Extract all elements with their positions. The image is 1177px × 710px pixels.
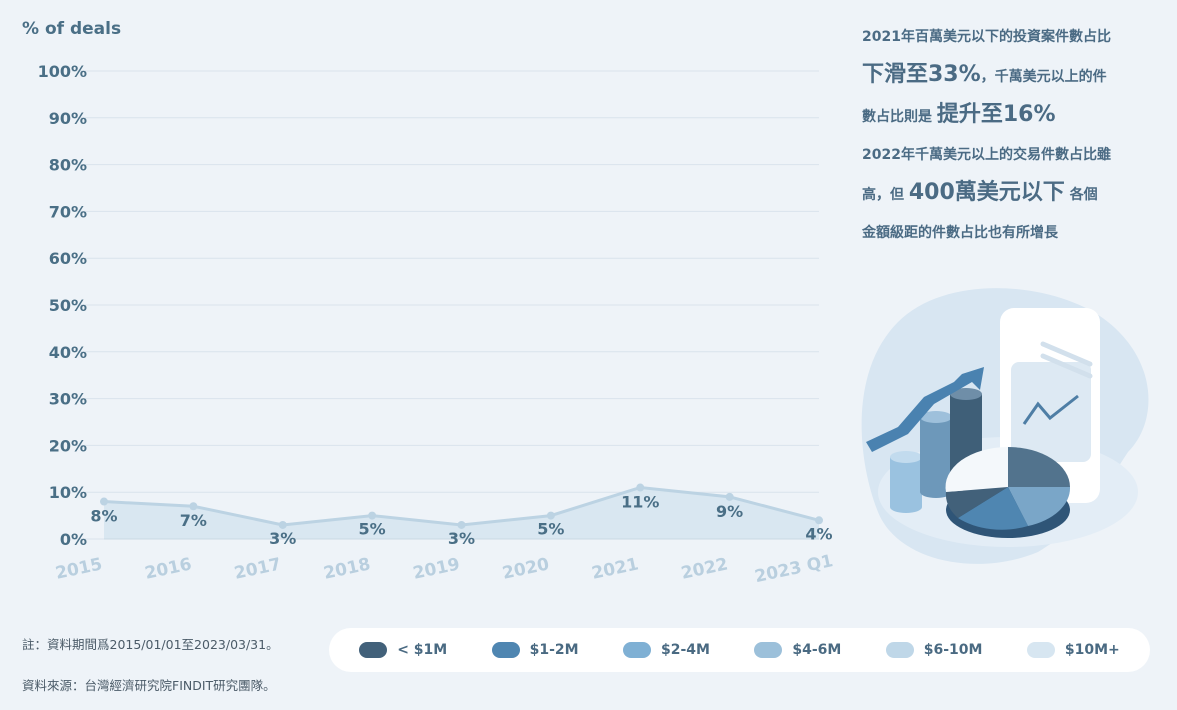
x-tick-label: 2017 (232, 554, 282, 583)
legend-swatch (754, 642, 783, 658)
annotation-line-6-text: 金額級距的件數占比也有所增長 (862, 225, 1058, 241)
y-axis-title: % of deals (22, 19, 121, 39)
annotation-line-5-a: 高，但 (862, 187, 904, 203)
x-tick-label: 2021 (590, 554, 640, 583)
annotation-line-3-text: 數占比則是 (862, 109, 932, 125)
y-tick-label: 50% (49, 296, 87, 315)
data-point (815, 516, 823, 525)
legend-item: $10M+ (1026, 642, 1120, 658)
legend-item: $2-4M (623, 642, 710, 658)
data-point (368, 511, 377, 520)
legend-item: $1-2M (491, 642, 579, 658)
data-point (546, 511, 555, 520)
y-tick-label: 10% (49, 483, 87, 502)
legend-item: < $1M (359, 642, 447, 658)
y-tick-label: 90% (49, 109, 87, 128)
annotation-line-6: 金額級距的件數占比也有所增長 (862, 214, 1162, 252)
data-label: 7% (180, 511, 207, 530)
x-tick-labels: 2015 2016 2017 2018 2019 2020 2021 2022 2023 Q1 (54, 551, 835, 587)
annotation-line-4: 2022年千萬美元以上的交易件數占比雖 (862, 136, 1162, 174)
legend-label: $2-4M (661, 642, 710, 658)
data-label: 3% (448, 529, 475, 548)
y-tick-label: 100% (38, 62, 87, 81)
annotation-line-4-text: 2022年千萬美元以上的交易件數占比雖 (862, 147, 1111, 163)
annotation-highlight-16: 提升至16% (936, 102, 1056, 127)
legend-label: $1-2M (529, 642, 579, 658)
source-note: 資料來源：台灣經濟研究院FINDIT研究團隊。 (22, 678, 276, 693)
legend-label: $4-6M (792, 642, 842, 658)
x-tick-label: 2018 (322, 554, 372, 583)
annotation-line-2: 下滑至33%，千萬美元以上的件 (862, 56, 1162, 96)
data-label: 5% (359, 520, 386, 539)
finance-illustration (861, 288, 1149, 564)
footnote: 註：資料期間爲2015/01/01至2023/03/31。 (22, 637, 279, 652)
y-tick-label: 60% (49, 249, 87, 268)
annotation-line-3: 數占比則是 提升至16% (862, 96, 1162, 136)
legend-label: < $1M (397, 642, 448, 658)
data-label: 4% (805, 524, 832, 543)
legend-label: $10M+ (1064, 642, 1120, 658)
data-label: 5% (537, 520, 564, 539)
x-tick-label: 2022 (679, 554, 729, 583)
legend-item: $6-10M (885, 642, 983, 658)
y-tick-label: 0% (60, 530, 87, 549)
x-tick-label: 2019 (411, 554, 461, 583)
data-label: 9% (716, 502, 743, 521)
y-tick-labels: 0% 10% 20% 30% 40% 50% 60% 70% 80% 90% 100% (38, 62, 87, 549)
data-point (636, 483, 645, 492)
x-tick-label: 2016 (143, 554, 193, 583)
annotation-line-1-text: 2021年百萬美元以下的投資案件數占比 (862, 29, 1111, 45)
x-tick-label: 2023 Q1 (753, 551, 835, 587)
data-point (278, 520, 287, 529)
annotation-line-2-rest: ，千萬美元以上的件 (980, 69, 1107, 85)
y-tick-label: 80% (49, 156, 87, 175)
legend-label: $6-10M (923, 642, 983, 658)
gridlines (72, 70, 819, 540)
x-tick-label: 2015 (54, 554, 104, 583)
annotation-highlight-400: 400萬美元以下 (908, 180, 1065, 205)
annotation-highlight-33: 下滑至33% (862, 62, 981, 87)
annotation-line-5-b: 各個 (1069, 187, 1098, 203)
legend-swatch (1026, 642, 1055, 658)
annotation-line-5: 高，但 400萬美元以下 各個 (862, 174, 1162, 214)
area-chart: % of deals 0% 10% 20% 30% 40% 50% 60% 70% 80% 90%… (22, 19, 835, 587)
data-label: 8% (90, 507, 117, 526)
legend-item: $4-6M (754, 642, 841, 658)
annotation-text: 2021年百萬美元以下的投資案件數占比 下滑至33%，千萬美元以上的件 數占比則… (862, 18, 1162, 252)
y-tick-label: 20% (49, 436, 87, 455)
y-tick-label: 70% (49, 202, 87, 221)
data-point (725, 492, 734, 501)
data-label: 11% (621, 493, 659, 512)
y-tick-label: 30% (49, 390, 87, 409)
legend-swatch (491, 642, 520, 658)
data-point (100, 497, 108, 506)
legend-swatch (885, 642, 914, 658)
data-points (100, 483, 823, 529)
data-label: 3% (269, 529, 296, 548)
data-point (189, 502, 198, 511)
data-point (457, 520, 466, 529)
legend: < $1M $1-2M $2-4M $4-6M $6-10M $10M+ (329, 628, 1150, 672)
x-tick-label: 2020 (501, 554, 552, 583)
y-tick-label: 40% (49, 343, 87, 362)
legend-swatch (623, 642, 652, 658)
data-labels: 8% 7% 3% 5% 3% 5% 11% 9% 4% (90, 493, 832, 548)
legend-swatch (359, 642, 388, 658)
annotation-line-1: 2021年百萬美元以下的投資案件數占比 (862, 18, 1162, 56)
